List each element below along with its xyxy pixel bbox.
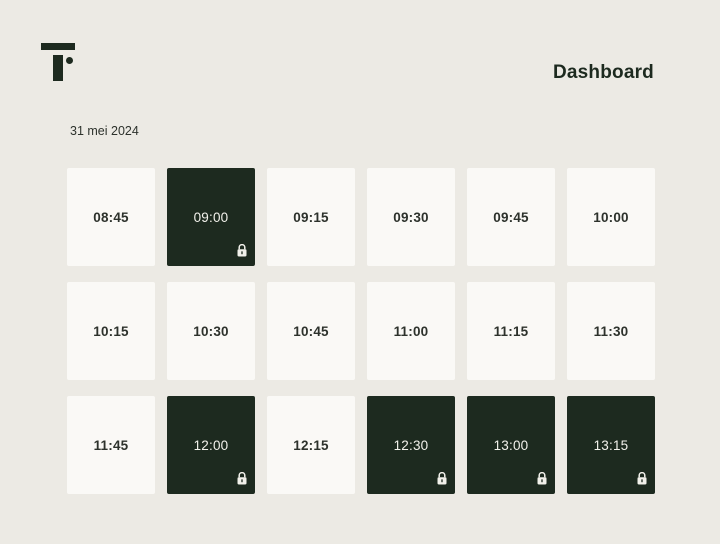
time-slot-cell[interactable]: 09:30 [367, 168, 455, 266]
time-slot-cell[interactable]: 11:30 [567, 282, 655, 380]
time-slot-cell[interactable]: 09:15 [267, 168, 355, 266]
time-slot-label: 09:15 [293, 209, 329, 225]
time-slot-label: 09:00 [193, 209, 229, 225]
lock-icon [237, 472, 247, 485]
time-slot-label: 13:00 [493, 437, 529, 453]
date-label: 31 mei 2024 [70, 124, 139, 138]
time-slot-cell[interactable]: 11:00 [367, 282, 455, 380]
time-slot-cell[interactable]: 13:00 [467, 396, 555, 494]
time-slot-label: 09:45 [493, 209, 529, 225]
time-slot-label: 10:15 [93, 323, 129, 339]
time-slot-label: 08:45 [93, 209, 129, 225]
time-slot-label: 09:30 [393, 209, 429, 225]
lock-icon [637, 472, 647, 485]
time-slot-cell[interactable]: 11:45 [67, 396, 155, 494]
time-slot-cell[interactable]: 13:15 [567, 396, 655, 494]
time-slot-label: 12:00 [193, 437, 229, 453]
time-slot-cell[interactable]: 12:00 [167, 396, 255, 494]
time-slot-label: 11:15 [493, 323, 529, 339]
time-slot-cell[interactable]: 10:45 [267, 282, 355, 380]
time-slot-label: 12:30 [393, 437, 429, 453]
time-slot-label: 10:45 [293, 323, 329, 339]
page-title: Dashboard [552, 62, 654, 83]
time-slot-cell[interactable]: 10:30 [167, 282, 255, 380]
time-slot-cell[interactable]: 09:00 [167, 168, 255, 266]
time-slot-cell[interactable]: 09:45 [467, 168, 555, 266]
time-slot-cell[interactable]: 12:15 [267, 396, 355, 494]
time-slot-label: 11:00 [393, 323, 429, 339]
time-slot-label: 13:15 [593, 437, 629, 453]
time-slot-cell[interactable]: 10:00 [567, 168, 655, 266]
time-slot-grid: 08:45 09:00 09:15 09:30 09:45 10:00 10:1… [67, 168, 655, 494]
time-slot-cell[interactable]: 11:15 [467, 282, 555, 380]
time-slot-cell[interactable]: 10:15 [67, 282, 155, 380]
brand-logo-bar [41, 43, 75, 50]
time-slot-label: 11:45 [93, 437, 129, 453]
lock-icon [237, 244, 247, 257]
time-slot-label: 11:30 [593, 323, 629, 339]
time-slot-label: 10:30 [193, 323, 229, 339]
brand-logo-dot [66, 57, 73, 64]
lock-icon [437, 472, 447, 485]
brand-logo[interactable] [41, 43, 75, 83]
time-slot-label: 12:15 [293, 437, 329, 453]
lock-icon [537, 472, 547, 485]
brand-logo-stem [53, 55, 63, 81]
time-slot-cell[interactable]: 12:30 [367, 396, 455, 494]
time-slot-cell[interactable]: 08:45 [67, 168, 155, 266]
time-slot-label: 10:00 [593, 209, 629, 225]
